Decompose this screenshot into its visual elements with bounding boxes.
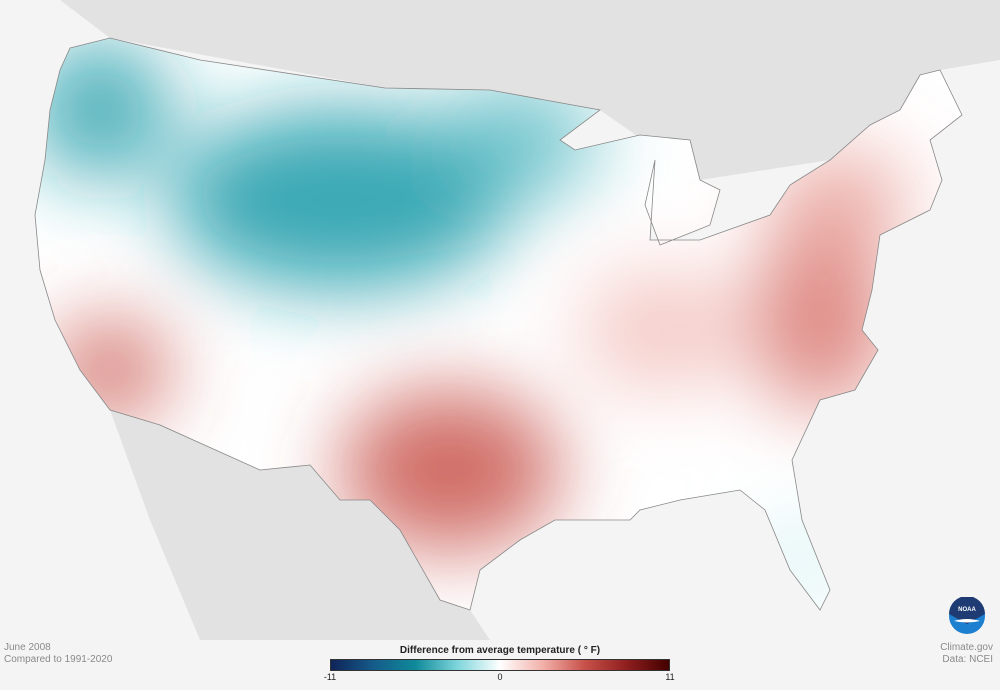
legend-title: Difference from average temperature ( ° …	[399, 645, 601, 656]
svg-text:NOAA: NOAA	[958, 607, 976, 613]
mexico-landmass	[110, 410, 490, 640]
data-label: Data: NCEI	[942, 654, 993, 665]
noaa-logo-icon: NOAA	[949, 597, 985, 634]
baseline-label: Compared to 1991-2020	[4, 654, 113, 665]
period-label: June 2008	[4, 642, 51, 653]
canada-landmass	[0, 0, 1000, 180]
temperature-anomaly-map	[0, 0, 1000, 640]
credits: Climate.gov Data: NCEI	[940, 642, 993, 666]
legend-max: 11	[665, 672, 675, 682]
legend-mid: 0	[497, 672, 503, 682]
caption: June 2008 Compared to 1991-2020	[4, 642, 112, 666]
legend-color-bar	[330, 659, 670, 671]
source-label: Climate.gov	[940, 642, 993, 653]
color-legend: Difference from average temperature ( ° …	[324, 645, 675, 683]
legend-min: -11	[323, 672, 337, 682]
